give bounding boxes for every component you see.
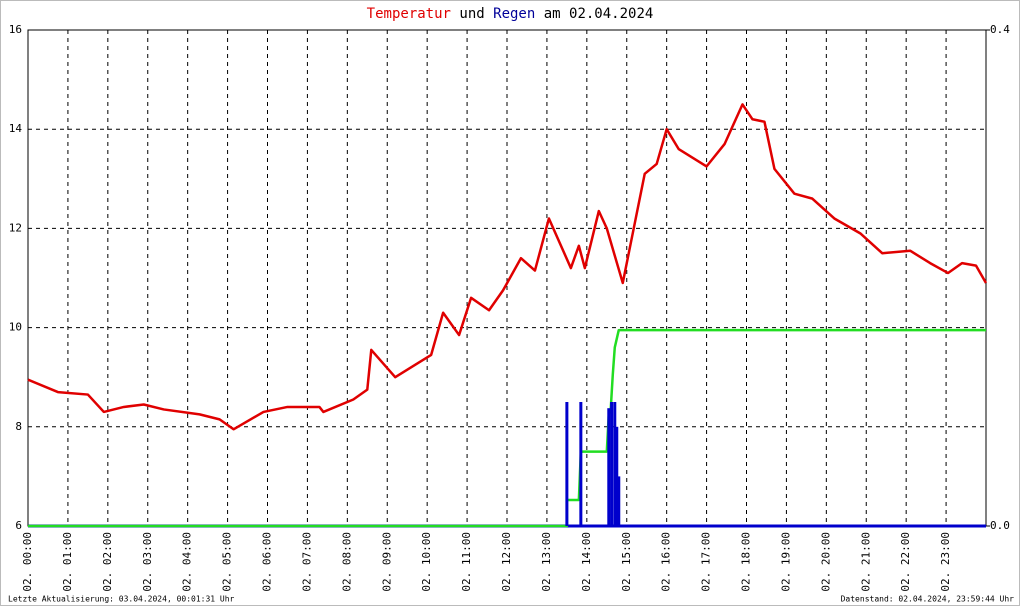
x-tick-label: 02. 05:00 (221, 532, 234, 592)
y-tick-label: 16 (9, 23, 22, 36)
x-tick-label: 02. 02:00 (101, 532, 114, 592)
y-tick-label: 6 (15, 519, 22, 532)
y-tick-label: 10 (9, 321, 22, 334)
rain-bar (565, 402, 569, 526)
x-tick-label: 02. 23:00 (939, 532, 952, 592)
y-tick-label: 14 (9, 122, 23, 135)
x-tick-label: 02. 20:00 (819, 532, 832, 592)
chart-title: Temperatur und Regen am 02.04.2024 (367, 6, 654, 22)
x-tick-label: 02. 17:00 (700, 532, 713, 592)
x-tick-label: 02. 12:00 (500, 532, 513, 592)
footer-right: Datenstand: 02.04.2024, 23:59:44 Uhr (841, 595, 1015, 604)
footer-left: Letzte Aktualisierung: 03.04.2024, 00:01… (8, 595, 235, 604)
title-part: Temperatur (367, 6, 451, 22)
x-tick-label: 02. 14:00 (580, 532, 593, 592)
series-line (27, 103, 988, 431)
rain-bar (613, 402, 617, 526)
rain-bar (610, 402, 614, 526)
x-tick-label: 02. 04:00 (181, 532, 194, 592)
x-tick-label: 02. 00:00 (21, 532, 34, 592)
rain-bar (579, 402, 583, 526)
x-tick-label: 02. 10:00 (420, 532, 433, 592)
x-tick-label: 02. 15:00 (620, 532, 633, 592)
x-tick-label: 02. 16:00 (660, 532, 673, 592)
title-part: und (459, 6, 484, 22)
title-part: am 02.04.2024 (544, 6, 654, 22)
x-tick-label: 02. 22:00 (899, 532, 912, 592)
x-tick-label: 02. 19:00 (779, 532, 792, 592)
y2-tick-label: 0.0 (990, 519, 1010, 532)
x-tick-label: 02. 21:00 (859, 532, 872, 592)
title-part: Regen (493, 6, 535, 22)
rain-bar (617, 476, 621, 526)
x-tick-label: 02. 01:00 (61, 532, 74, 592)
x-tick-label: 02. 08:00 (340, 532, 353, 592)
rain-bar (607, 408, 611, 526)
x-tick-label: 02. 07:00 (300, 532, 313, 592)
x-tick-label: 02. 13:00 (540, 532, 553, 592)
rain-bar (615, 426, 619, 526)
y-tick-label: 8 (15, 420, 22, 433)
y2-tick-label: 0.4 (990, 23, 1010, 36)
x-tick-label: 02. 09:00 (380, 532, 393, 592)
x-tick-label: 02. 06:00 (261, 532, 274, 592)
x-tick-label: 02. 03:00 (141, 532, 154, 592)
y-tick-label: 12 (9, 221, 22, 234)
x-tick-label: 02. 11:00 (460, 532, 473, 592)
x-tick-label: 02. 18:00 (740, 532, 753, 592)
